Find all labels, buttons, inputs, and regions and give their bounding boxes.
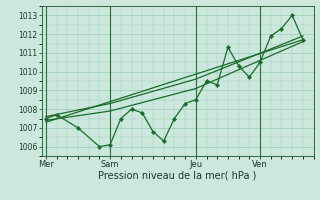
X-axis label: Pression niveau de la mer( hPa ): Pression niveau de la mer( hPa ): [99, 171, 257, 181]
